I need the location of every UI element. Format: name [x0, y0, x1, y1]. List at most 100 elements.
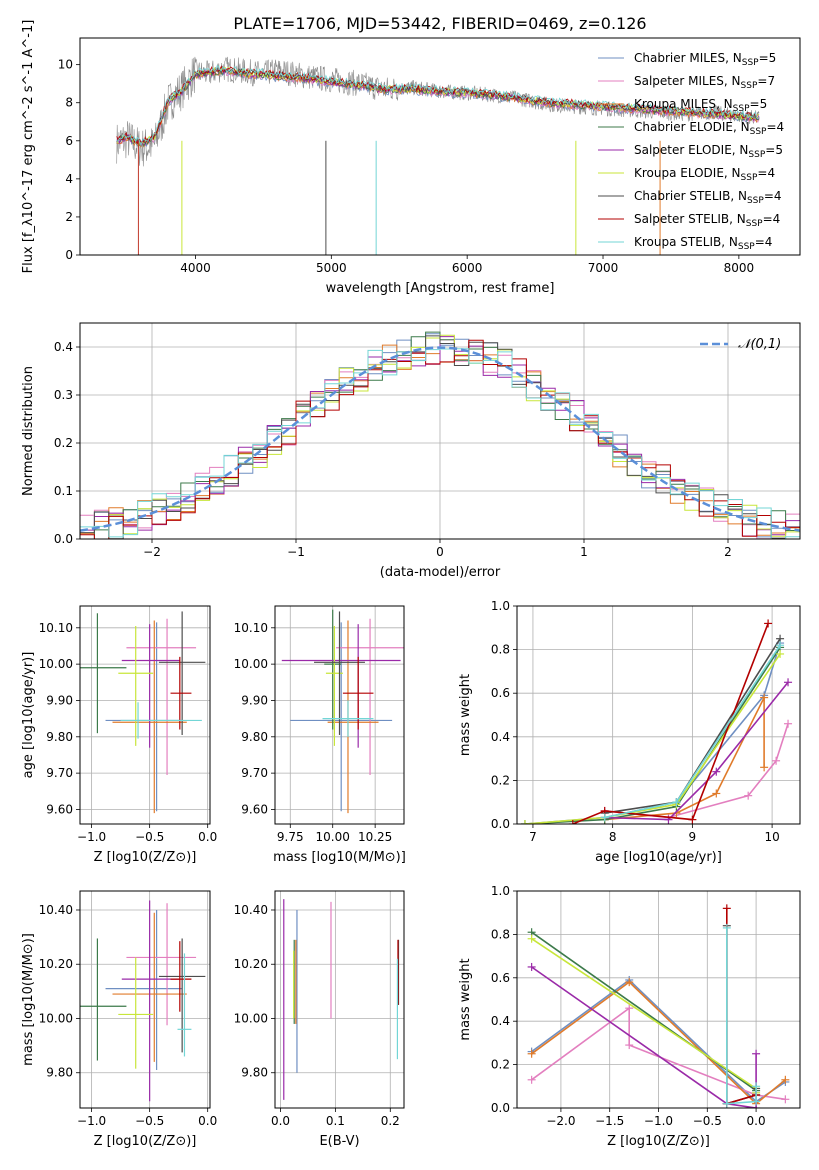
y-axis-label: mass [log10(M/M⊙)]: [21, 933, 36, 1066]
plot-area: [520, 619, 793, 824]
histogram-step: [80, 348, 800, 539]
axes-frame: [516, 605, 801, 825]
x-tick-label: 6000: [452, 261, 483, 275]
x-tick-label: 7: [529, 830, 537, 844]
panel-age_vs_mass: 9.75 10.00 10.25 9.60 9.70 9.80 9.90 10.00 10.10…: [234, 605, 406, 865]
x-tick-label: 4000: [180, 261, 211, 275]
y-axis-label: Flux [f_λ10^-17 erg cm^-2 s^-1 A^-1]: [21, 20, 36, 274]
x-tick-label: −2: [143, 545, 161, 559]
y-tick-label: 0: [65, 248, 73, 262]
x-tick-label: 0.2: [381, 1114, 400, 1128]
panel-residuals: −2 −1 0 1 2 0.0 0.1 0.2 0.3 0.4 (data-model)/error…: [21, 322, 801, 580]
weight-line: [531, 966, 757, 1108]
legend-label: Salpeter STELIB, NSSP=4: [634, 212, 780, 229]
legend-label-text: Kroupa STELIB, N: [634, 235, 738, 249]
x-tick-label: 0.0: [198, 830, 217, 844]
legend-label-n: =7: [757, 74, 775, 88]
plot-area: [281, 609, 404, 814]
x-axis-label: (data-model)/error: [380, 565, 501, 580]
y-tick-label: 10.00: [39, 657, 73, 671]
legend-label-n: =4: [766, 120, 784, 134]
y-tick-label: 10.20: [234, 957, 268, 971]
histogram-step: [80, 336, 800, 537]
y-tick-label: 9.60: [241, 802, 268, 816]
x-tick-label: −1: [287, 545, 305, 559]
y-tick-label: 10.40: [39, 903, 73, 917]
axes-frame: [274, 605, 405, 825]
figure-title: PLATE=1706, MJD=53442, FIBERID=0469, z=0…: [233, 14, 646, 33]
weight-line: [604, 681, 789, 821]
axes-frame: [516, 890, 801, 1109]
y-tick-label: 0.6: [491, 686, 510, 700]
y-tick-label: 0.2: [54, 436, 73, 450]
legend-label: Salpeter MILES, NSSP=7: [634, 74, 775, 91]
x-axis-label: Z [log10(Z/Z⊙)]: [94, 850, 197, 865]
panel-weight_vs_Z: −2.0 −1.5 −1.0 −0.5 0.0 0.0 0.2 0.4 0.6 0.8 1.0 Z […: [458, 884, 801, 1149]
weight-line: [531, 981, 786, 1105]
legend-label: Chabrier MILES, NSSP=5: [634, 51, 776, 68]
legend-label-sub: SSP: [741, 81, 758, 91]
legend-label: Kroupa ELODIE, NSSP=4: [634, 166, 775, 183]
y-tick-label: 9.80: [241, 730, 268, 744]
legend-label-n: =4: [757, 166, 775, 180]
x-tick-label: 10.00: [316, 830, 350, 844]
legend-label: Kroupa STELIB, NSSP=4: [634, 235, 772, 252]
y-tick-label: 0.4: [491, 730, 510, 744]
x-tick-label: 8: [609, 830, 617, 844]
y-tick-label: 0.4: [54, 340, 73, 354]
legend-label-n: =4: [764, 189, 782, 203]
legend-label-sub: SSP: [746, 219, 763, 229]
weight-line: [572, 623, 769, 824]
legend-label-sub: SSP: [741, 173, 758, 183]
x-tick-label: −2.0: [546, 1114, 575, 1128]
legend-label-sub: SSP: [742, 58, 759, 68]
panel-spectrum: 4000 5000 6000 7000 8000 0 2 4 6 8 10 wavelength [A…: [21, 20, 801, 296]
y-tick-label: 10.00: [234, 657, 268, 671]
y-tick-label: 9.90: [241, 693, 268, 707]
x-tick-label: −0.5: [693, 1114, 722, 1128]
y-tick-label: 9.80: [46, 1066, 73, 1080]
x-tick-label: 9.75: [277, 830, 304, 844]
panel-mass_vs_Z: −1.0 −0.5 0.0 9.80 10.00 10.20 10.40 Z [log10(Z…: [21, 890, 217, 1149]
x-tick-label: 5000: [316, 261, 347, 275]
y-tick-label: 0.1: [54, 484, 73, 498]
weight-line: [725, 927, 757, 1105]
x-tick-label: 8000: [724, 261, 755, 275]
x-tick-label: 7000: [588, 261, 619, 275]
y-tick-label: 9.60: [46, 802, 73, 816]
legend-label-sub: SSP: [748, 150, 765, 160]
legend-label-sub: SSP: [747, 196, 764, 206]
x-tick-label: 1: [580, 545, 588, 559]
x-tick-label: 9: [689, 830, 697, 844]
legend-label: Chabrier ELODIE, NSSP=4: [634, 120, 784, 137]
weight-line: [524, 653, 781, 824]
plot-area: [80, 611, 206, 814]
legend-label-n: =4: [763, 212, 781, 226]
y-tick-label: 9.90: [46, 693, 73, 707]
legend-label: Salpeter ELODIE, NSSP=5: [634, 143, 783, 160]
y-tick-label: 10.00: [234, 1011, 268, 1025]
x-tick-label: 10: [764, 830, 779, 844]
histogram-step: [80, 335, 800, 539]
axes-frame: [79, 605, 211, 825]
y-tick-label: 1.0: [491, 884, 510, 898]
y-tick-label: 10: [58, 58, 73, 72]
legend-label-text: Chabrier ELODIE, N: [634, 120, 750, 134]
y-tick-label: 1.0: [491, 599, 510, 613]
x-tick-label: 0.0: [747, 1114, 766, 1128]
legend-label-sub: SSP: [750, 127, 767, 137]
legend-label-n: =5: [750, 97, 768, 111]
legend-label-text: Chabrier MILES, N: [634, 51, 742, 65]
plot-area: [116, 56, 760, 255]
x-tick-label: −1.0: [644, 1114, 673, 1128]
model-spectrum-line: [116, 67, 760, 147]
x-axis-label: wavelength [Angstrom, rest frame]: [326, 281, 555, 296]
panel-age_vs_Z: −1.0 −0.5 0.0 9.60 9.70 9.80 9.90 10.00 10.10 Z […: [21, 605, 217, 865]
x-axis-label: age [log10(age/yr)]: [595, 850, 722, 865]
x-tick-label: 0.0: [198, 1114, 217, 1128]
x-axis-label: Z [log10(Z/Z⊙)]: [94, 1134, 197, 1149]
y-axis-label: Normed distribution: [21, 366, 36, 496]
x-tick-label: −0.5: [135, 830, 164, 844]
x-tick-label: 0: [436, 545, 444, 559]
